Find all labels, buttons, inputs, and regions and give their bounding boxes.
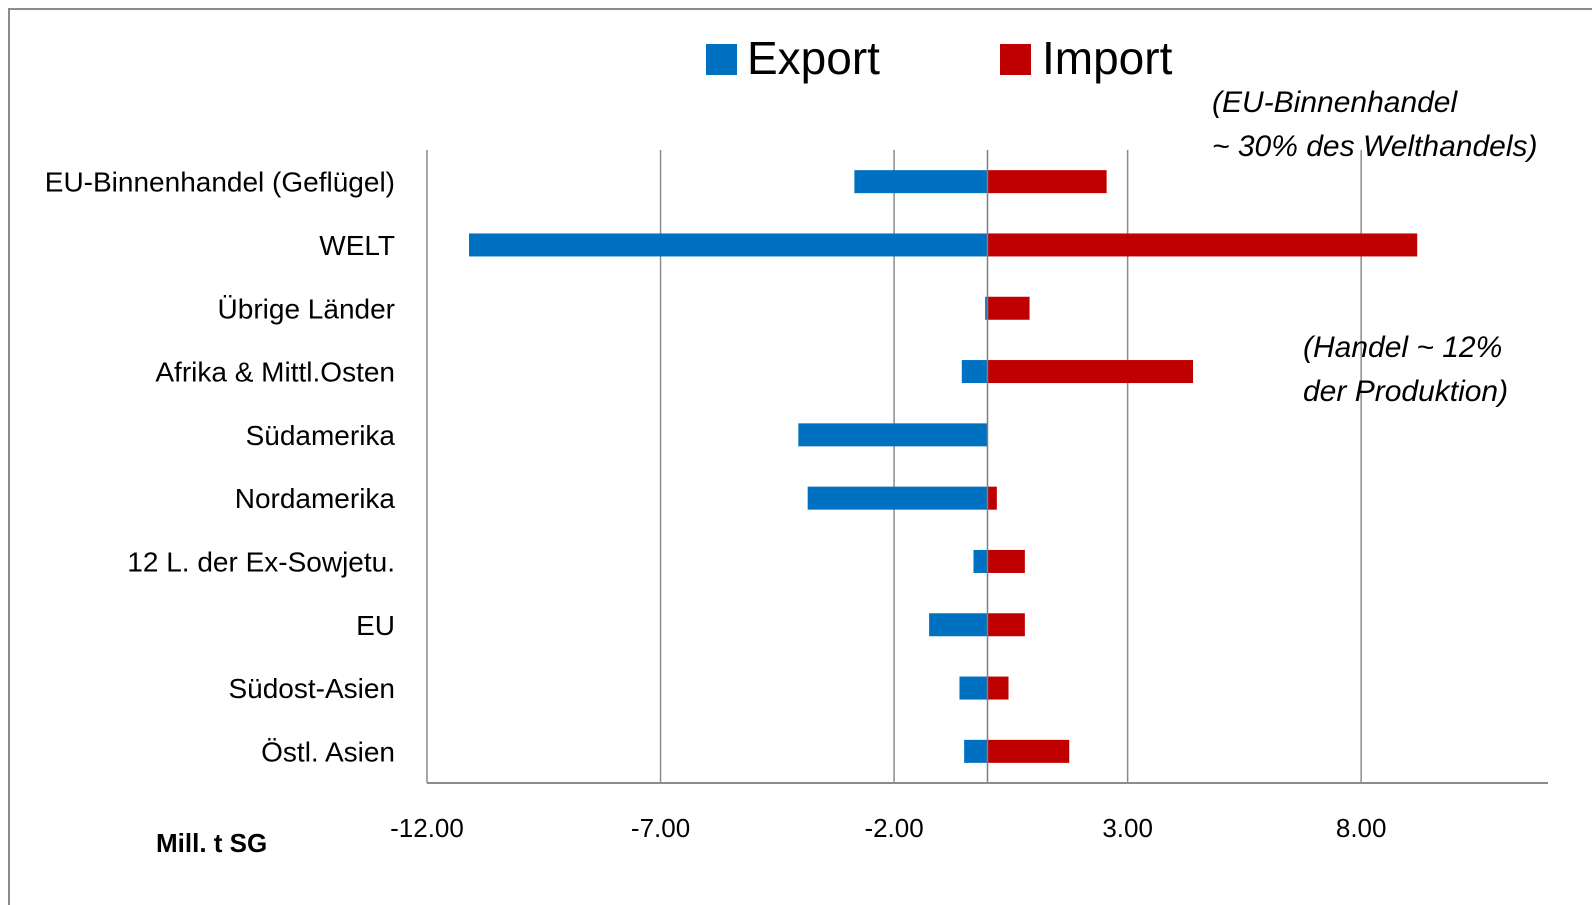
bars: [469, 170, 1418, 763]
annotation-eu-line2: ~ 30% des Welthandels): [1212, 130, 1537, 163]
legend-label-import: Import: [1042, 32, 1173, 84]
bar-export: [985, 296, 988, 320]
axes: [427, 150, 1548, 784]
bar-import: [987, 613, 1025, 637]
bar-export: [973, 549, 988, 573]
chart-frame: [8, 8, 1592, 905]
bar-import: [987, 676, 1009, 700]
category-label: Südost-Asien: [228, 673, 395, 704]
category-label: EU: [356, 610, 395, 641]
category-label: EU-Binnenhandel (Geflügel): [45, 167, 395, 198]
bar-export: [807, 486, 988, 510]
category-labels: EU-Binnenhandel (Geflügel) WELT Übrige Län…: [45, 167, 396, 768]
x-tick-label: -2.00: [864, 813, 923, 843]
bar-import: [987, 549, 1025, 573]
category-label: Östl. Asien: [261, 736, 395, 767]
legend-label-export: Export: [747, 32, 880, 84]
annotation-eu-line1: (EU-Binnenhandel: [1212, 86, 1458, 119]
legend-swatch-import: [1000, 44, 1031, 75]
category-label: Südamerika: [246, 420, 396, 451]
bar-export: [469, 233, 988, 257]
annotation-handel-line2: der Produktion): [1303, 375, 1508, 408]
x-tick-label: -12.00: [390, 813, 464, 843]
annotation-handel-line1: (Handel ~ 12%: [1303, 331, 1502, 364]
tick-labels: -12.00 -7.00 -2.00 3.00 8.00: [390, 813, 1386, 843]
bar-import: [987, 233, 1418, 257]
bar-import: [987, 170, 1107, 194]
bar-export: [964, 739, 988, 763]
bar-export: [959, 676, 988, 700]
category-label: 12 L. der Ex-Sowjetu.: [127, 546, 395, 577]
legend-swatch-export: [706, 44, 737, 75]
legend: Export Import: [706, 32, 1173, 84]
category-label: Übrige Länder: [218, 293, 395, 324]
x-tick-label: -7.00: [631, 813, 690, 843]
category-label: Nordamerika: [235, 483, 396, 514]
category-label: Afrika & Mittl.Osten: [155, 357, 395, 388]
bar-import: [987, 739, 1070, 763]
bar-import: [987, 360, 1194, 384]
grid-lines: [426, 150, 1362, 783]
x-axis-unit-label: Mill. t SG: [156, 828, 267, 858]
category-label: WELT: [319, 230, 395, 261]
bar-export: [854, 170, 988, 194]
bar-export: [929, 613, 988, 637]
bar-export: [961, 360, 988, 384]
bar-import: [987, 486, 997, 510]
bar-import: [987, 296, 1030, 320]
bar-export: [798, 423, 988, 447]
x-tick-label: 8.00: [1336, 813, 1387, 843]
x-tick-label: 3.00: [1102, 813, 1153, 843]
